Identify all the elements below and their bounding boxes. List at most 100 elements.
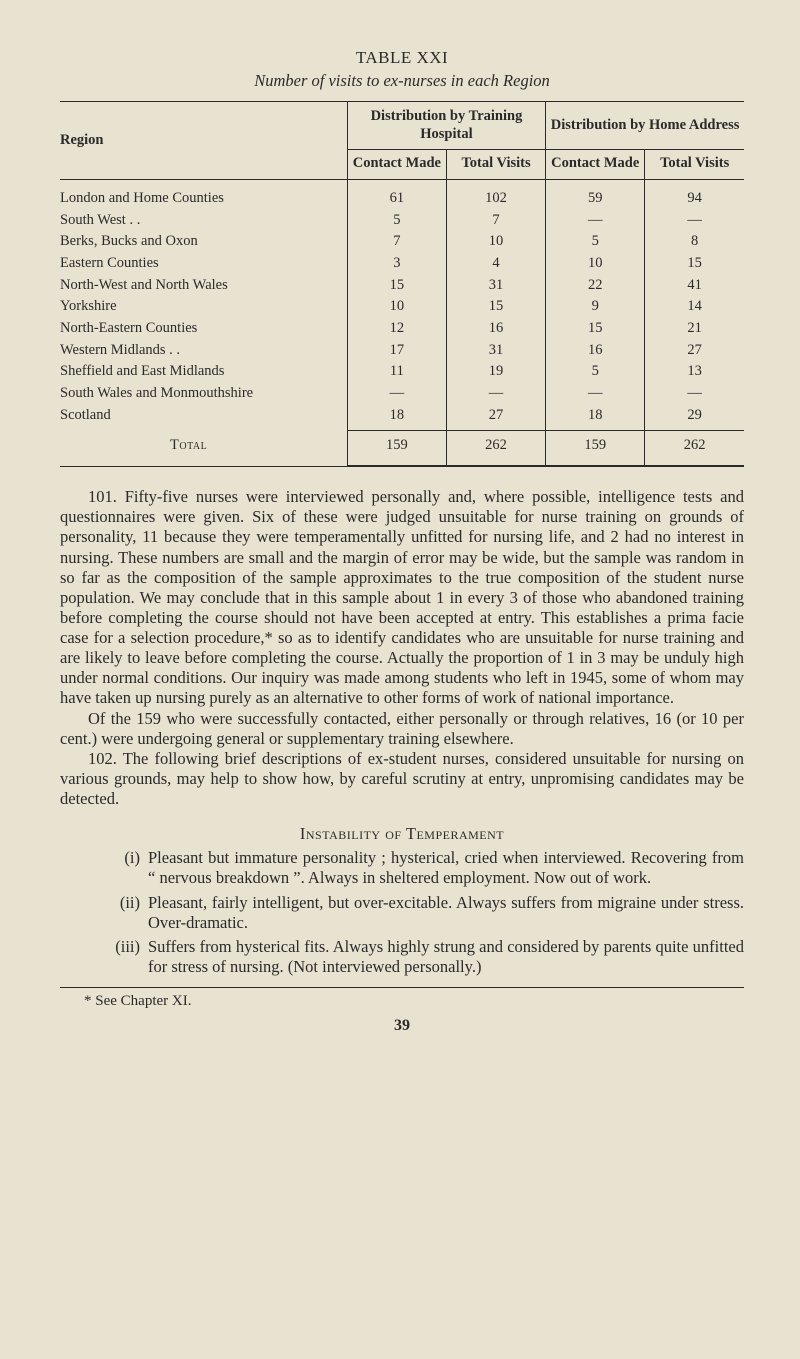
- data-cell: 7: [446, 210, 545, 232]
- region-label: London and Home Counties: [60, 179, 347, 209]
- data-cell: 19: [446, 361, 545, 383]
- data-cell: 17: [347, 340, 446, 362]
- data-cell: 7: [347, 231, 446, 253]
- data-cell: 12: [347, 318, 446, 340]
- paragraph-101: 101. Fifty-five nurses were interviewed …: [60, 487, 744, 708]
- data-cell: —: [645, 210, 744, 232]
- data-cell: 5: [546, 361, 645, 383]
- data-cell: —: [546, 383, 645, 405]
- data-cell: 22: [546, 275, 645, 297]
- total-row: Total 159 262 159 262: [60, 431, 744, 461]
- data-cell: 21: [645, 318, 744, 340]
- table-caption: Number of visits to ex-nurses in each Re…: [60, 71, 744, 91]
- data-cell: 18: [347, 405, 446, 427]
- data-cell: 9: [546, 296, 645, 318]
- total-cell: 159: [347, 431, 446, 461]
- item-mark: (ii): [60, 893, 148, 933]
- table-row: Eastern Counties341015: [60, 253, 744, 275]
- data-cell: 16: [446, 318, 545, 340]
- data-cell: —: [347, 383, 446, 405]
- item-text: Pleasant but immature personality ; hyst…: [148, 848, 744, 888]
- region-label: North-Eastern Counties: [60, 318, 347, 340]
- visits-table: Region Distribution by Training Hospital…: [60, 101, 744, 467]
- total-cell: 262: [446, 431, 545, 461]
- sub-header-visits-1: Total Visits: [446, 150, 545, 180]
- data-cell: 15: [347, 275, 446, 297]
- body-text: 101. Fifty-five nurses were interviewed …: [60, 487, 744, 809]
- region-label: Berks, Bucks and Oxon: [60, 231, 347, 253]
- list-item: (ii) Pleasant, fairly intelligent, but o…: [60, 893, 744, 933]
- total-cell: 159: [546, 431, 645, 461]
- region-label: South Wales and Monmouthshire: [60, 383, 347, 405]
- paragraph-101b: Of the 159 who were successfully contact…: [60, 709, 744, 749]
- group-header-home: Distribution by Home Address: [546, 101, 744, 149]
- region-label: North-West and North Wales: [60, 275, 347, 297]
- page-number: 39: [60, 1016, 744, 1036]
- list-item: (i) Pleasant but immature personality ; …: [60, 848, 744, 888]
- item-text: Suffers from hysterical fits. Always hig…: [148, 937, 744, 977]
- region-label: Yorkshire: [60, 296, 347, 318]
- data-cell: 59: [546, 179, 645, 209]
- table-row: South West . .57——: [60, 210, 744, 232]
- data-cell: 11: [347, 361, 446, 383]
- total-label: Total: [60, 431, 347, 461]
- data-cell: 15: [446, 296, 545, 318]
- item-mark: (iii): [60, 937, 148, 977]
- table-row: Scotland18271829: [60, 405, 744, 427]
- data-cell: 94: [645, 179, 744, 209]
- data-cell: 27: [446, 405, 545, 427]
- section-heading: Instability of Temperament: [60, 824, 744, 844]
- data-cell: 13: [645, 361, 744, 383]
- data-cell: 102: [446, 179, 545, 209]
- footnote-rule: [60, 987, 744, 988]
- region-label: Scotland: [60, 405, 347, 427]
- item-text: Pleasant, fairly intelligent, but over-e…: [148, 893, 744, 933]
- data-cell: 5: [546, 231, 645, 253]
- data-cell: 15: [645, 253, 744, 275]
- data-cell: 10: [546, 253, 645, 275]
- data-cell: —: [546, 210, 645, 232]
- data-cell: —: [645, 383, 744, 405]
- data-cell: 3: [347, 253, 446, 275]
- table-body: London and Home Counties611025994South W…: [60, 179, 744, 426]
- data-cell: 18: [546, 405, 645, 427]
- table-row: Western Midlands . .17311627: [60, 340, 744, 362]
- table-row: Berks, Bucks and Oxon71058: [60, 231, 744, 253]
- region-header: Region: [60, 101, 347, 179]
- data-cell: 5: [347, 210, 446, 232]
- group-header-training: Distribution by Training Hospital: [347, 101, 545, 149]
- region-label: South West . .: [60, 210, 347, 232]
- data-cell: 29: [645, 405, 744, 427]
- table-row: North-West and North Wales15312241: [60, 275, 744, 297]
- sub-header-contact-2: Contact Made: [546, 150, 645, 180]
- table-row: Yorkshire1015914: [60, 296, 744, 318]
- sub-header-contact-1: Contact Made: [347, 150, 446, 180]
- data-cell: 31: [446, 275, 545, 297]
- table-row: South Wales and Monmouthshire————: [60, 383, 744, 405]
- page: TABLE XXI Number of visits to ex-nurses …: [0, 0, 800, 1060]
- enumeration: (i) Pleasant but immature personality ; …: [60, 848, 744, 977]
- table-row: London and Home Counties611025994: [60, 179, 744, 209]
- sub-header-visits-2: Total Visits: [645, 150, 744, 180]
- data-cell: 10: [446, 231, 545, 253]
- region-label: Eastern Counties: [60, 253, 347, 275]
- table-row: Sheffield and East Midlands1119513: [60, 361, 744, 383]
- table-title: TABLE XXI: [60, 48, 744, 69]
- total-cell: 262: [645, 431, 744, 461]
- data-cell: 16: [546, 340, 645, 362]
- data-cell: 15: [546, 318, 645, 340]
- region-label: Sheffield and East Midlands: [60, 361, 347, 383]
- item-mark: (i): [60, 848, 148, 888]
- data-cell: 10: [347, 296, 446, 318]
- paragraph-102: 102. The following brief descriptions of…: [60, 749, 744, 809]
- region-label: Western Midlands . .: [60, 340, 347, 362]
- list-item: (iii) Suffers from hysterical fits. Alwa…: [60, 937, 744, 977]
- footnote: * See Chapter XI.: [60, 992, 744, 1010]
- data-cell: 8: [645, 231, 744, 253]
- data-cell: 14: [645, 296, 744, 318]
- data-cell: 41: [645, 275, 744, 297]
- table-row: North-Eastern Counties12161521: [60, 318, 744, 340]
- data-cell: 61: [347, 179, 446, 209]
- data-cell: 31: [446, 340, 545, 362]
- data-cell: 4: [446, 253, 545, 275]
